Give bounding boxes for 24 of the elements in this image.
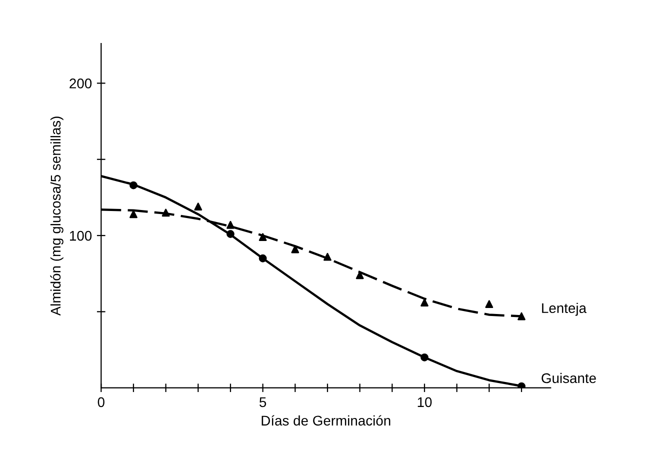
point — [258, 233, 267, 242]
y-axis-title: Almidón (mg glucosa/5 semillas) — [50, 116, 64, 316]
series-label: Lenteja — [542, 302, 587, 316]
point — [518, 382, 526, 388]
point — [420, 298, 428, 307]
point — [324, 252, 332, 261]
point — [485, 300, 494, 308]
y-tick-label: 200 — [70, 78, 92, 88]
series-label: Guisante — [542, 372, 596, 384]
point — [226, 220, 234, 229]
y-tick-label: 100 — [70, 230, 92, 241]
point — [291, 245, 300, 254]
point — [420, 353, 428, 362]
x-tick-label: 10 — [418, 397, 432, 408]
x-tick-label: 5 — [260, 397, 266, 408]
point — [194, 202, 202, 211]
x-tick-label: 0 — [98, 397, 104, 408]
x-axis-title: Días de Germinación — [262, 415, 390, 426]
point — [162, 208, 170, 217]
point — [258, 254, 267, 262]
point — [130, 181, 138, 190]
point — [356, 271, 364, 280]
point — [518, 312, 526, 320]
point — [226, 230, 234, 238]
